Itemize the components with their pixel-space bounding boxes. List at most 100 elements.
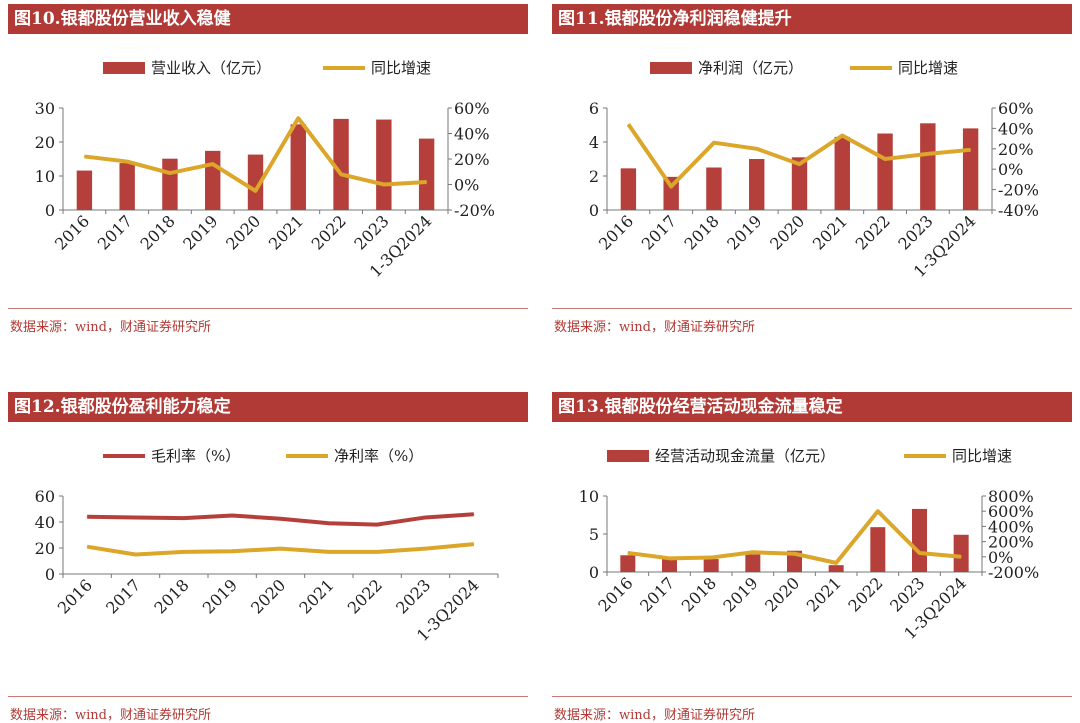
bar-2021 (834, 136, 850, 210)
point-1-2017 (126, 161, 128, 163)
x-tick-label: 2018 (678, 573, 720, 615)
x-tick-label: 2016 (595, 211, 637, 253)
y-tick-label-right: 60% (998, 99, 1034, 118)
x-tick-label: 2020 (761, 573, 803, 615)
y-tick-label-left: 0 (589, 201, 599, 220)
point-1-2016 (86, 546, 88, 548)
source-note: 数据来源：wind，财通证券研究所 (10, 708, 211, 723)
x-tick-label: 2020 (247, 575, 289, 617)
x-tick-label: 2017 (638, 211, 680, 253)
x-tick-label: 2022 (844, 573, 886, 615)
point-1-2023 (919, 552, 920, 554)
x-tick-label: 2016 (594, 573, 636, 615)
legend-swatch-0 (650, 62, 692, 74)
point-1-2019 (231, 550, 233, 552)
y-tick-label-left: 5 (589, 525, 599, 544)
y-tick-label-right: 60% (454, 99, 490, 118)
bar-2022 (333, 118, 349, 210)
y-tick-label-right: -20% (998, 181, 1039, 200)
bar-2021 (290, 124, 306, 210)
legend-label-1: 同比增速 (371, 59, 431, 77)
point-1-2019 (212, 163, 214, 165)
legend-label-1: 同比增速 (952, 447, 1012, 465)
point-1-2021 (835, 562, 837, 564)
point-1-2020 (799, 163, 800, 165)
source-note: 数据来源：wind，财通证券研究所 (554, 320, 755, 335)
point-0-2021 (328, 522, 330, 524)
y-tick-label-left: 2 (589, 167, 599, 186)
chart-panel-profitability: 图12.银都股份盈利能力稳定 毛利率（%） 净利率（%） 0 20 40 60 2016 20… (8, 392, 528, 723)
x-tick-label: 2016 (54, 575, 96, 617)
chart-panel-operating-cash-flow: 图13.银都股份经营活动现金流量稳定 经营活动现金流量（亿元） 同比增速 0 5 10 -… (552, 392, 1072, 723)
x-tick-label: 2017 (102, 575, 144, 617)
bar-2022 (870, 527, 886, 572)
y-tick-label-left: 0 (45, 201, 55, 220)
x-tick-label: 2018 (150, 575, 192, 617)
point-1-2023 (383, 184, 385, 185)
bar-2023 (920, 123, 936, 210)
y-tick-label-left: 0 (589, 563, 599, 582)
bar-2023 (376, 119, 392, 210)
point-0-2020 (280, 518, 281, 520)
y-tick-label-right: 20% (454, 150, 490, 169)
bar-1-3Q2024 (962, 128, 979, 210)
point-1-2021 (841, 135, 843, 137)
panel-title: 图13.银都股份经营活动现金流量稳定 (552, 392, 1072, 422)
bar-2020 (791, 157, 808, 210)
point-1-2018 (183, 551, 185, 553)
point-1-2023 (425, 548, 426, 550)
x-tick-label: 2022 (308, 211, 350, 253)
series-line-1 (627, 509, 962, 565)
y-tick-label-right: 40% (998, 119, 1034, 138)
point-1-1-3Q2024 (473, 543, 475, 545)
series-line-0 (87, 512, 474, 527)
point-1-2017 (669, 557, 670, 559)
point-1-2018 (713, 142, 715, 144)
point-1-1-3Q2024 (960, 556, 962, 558)
point-1-2020 (280, 548, 281, 550)
point-1-2022 (877, 510, 879, 512)
bar-2016 (76, 170, 93, 210)
legend-label-0: 净利润（亿元） (698, 59, 803, 77)
divider (552, 308, 1072, 309)
legend-label-1: 同比增速 (898, 59, 958, 77)
point-0-2022 (376, 524, 378, 526)
point-1-2018 (169, 172, 171, 174)
x-tick-label: 2021 (265, 211, 307, 253)
x-tick-label: 2019 (719, 573, 761, 615)
y-tick-label-right: -200% (988, 563, 1039, 582)
bar-2019 (745, 554, 761, 572)
x-tick-label: 2020 (222, 211, 264, 253)
y-tick-label-right: 800% (988, 487, 1034, 506)
x-tick-label: 2021 (803, 573, 845, 615)
point-1-2021 (297, 117, 299, 119)
bar-1-3Q2024 (418, 138, 435, 210)
x-tick-label: 2019 (723, 211, 765, 253)
y-tick-label-right: -20% (454, 201, 495, 220)
x-tick-label: 2021 (295, 575, 337, 617)
y-tick-label-left: 0 (45, 565, 55, 584)
y-tick-label-left: 60 (35, 487, 55, 506)
y-tick-label-left: 40 (35, 513, 55, 532)
x-tick-label: 2018 (137, 211, 179, 253)
y-tick-label-right: 0% (988, 548, 1013, 567)
x-tick-label: 2023 (392, 575, 434, 617)
point-1-2022 (884, 158, 886, 160)
bar-2022 (877, 133, 893, 210)
bar-2016 (620, 555, 636, 572)
bar-2019 (749, 159, 765, 210)
legend-label-1: 净利率（%） (334, 447, 423, 465)
point-1-2016 (627, 123, 629, 125)
point-1-2019 (752, 551, 754, 553)
chart-panel-revenue: 图10.银都股份营业收入稳健 营业收入（亿元） 同比增速 0 10 20 30 -20% 0%… (8, 4, 528, 335)
y-tick-label-left: 20 (35, 133, 55, 152)
point-1-2022 (376, 551, 378, 553)
legend-label-0: 经营活动现金流量（亿元） (655, 447, 835, 465)
y-tick-label-right: 400% (988, 517, 1034, 536)
bar-2016 (620, 168, 637, 210)
point-1-2017 (670, 186, 672, 188)
source-note: 数据来源：wind，财通证券研究所 (554, 708, 755, 723)
point-0-2018 (183, 517, 185, 519)
